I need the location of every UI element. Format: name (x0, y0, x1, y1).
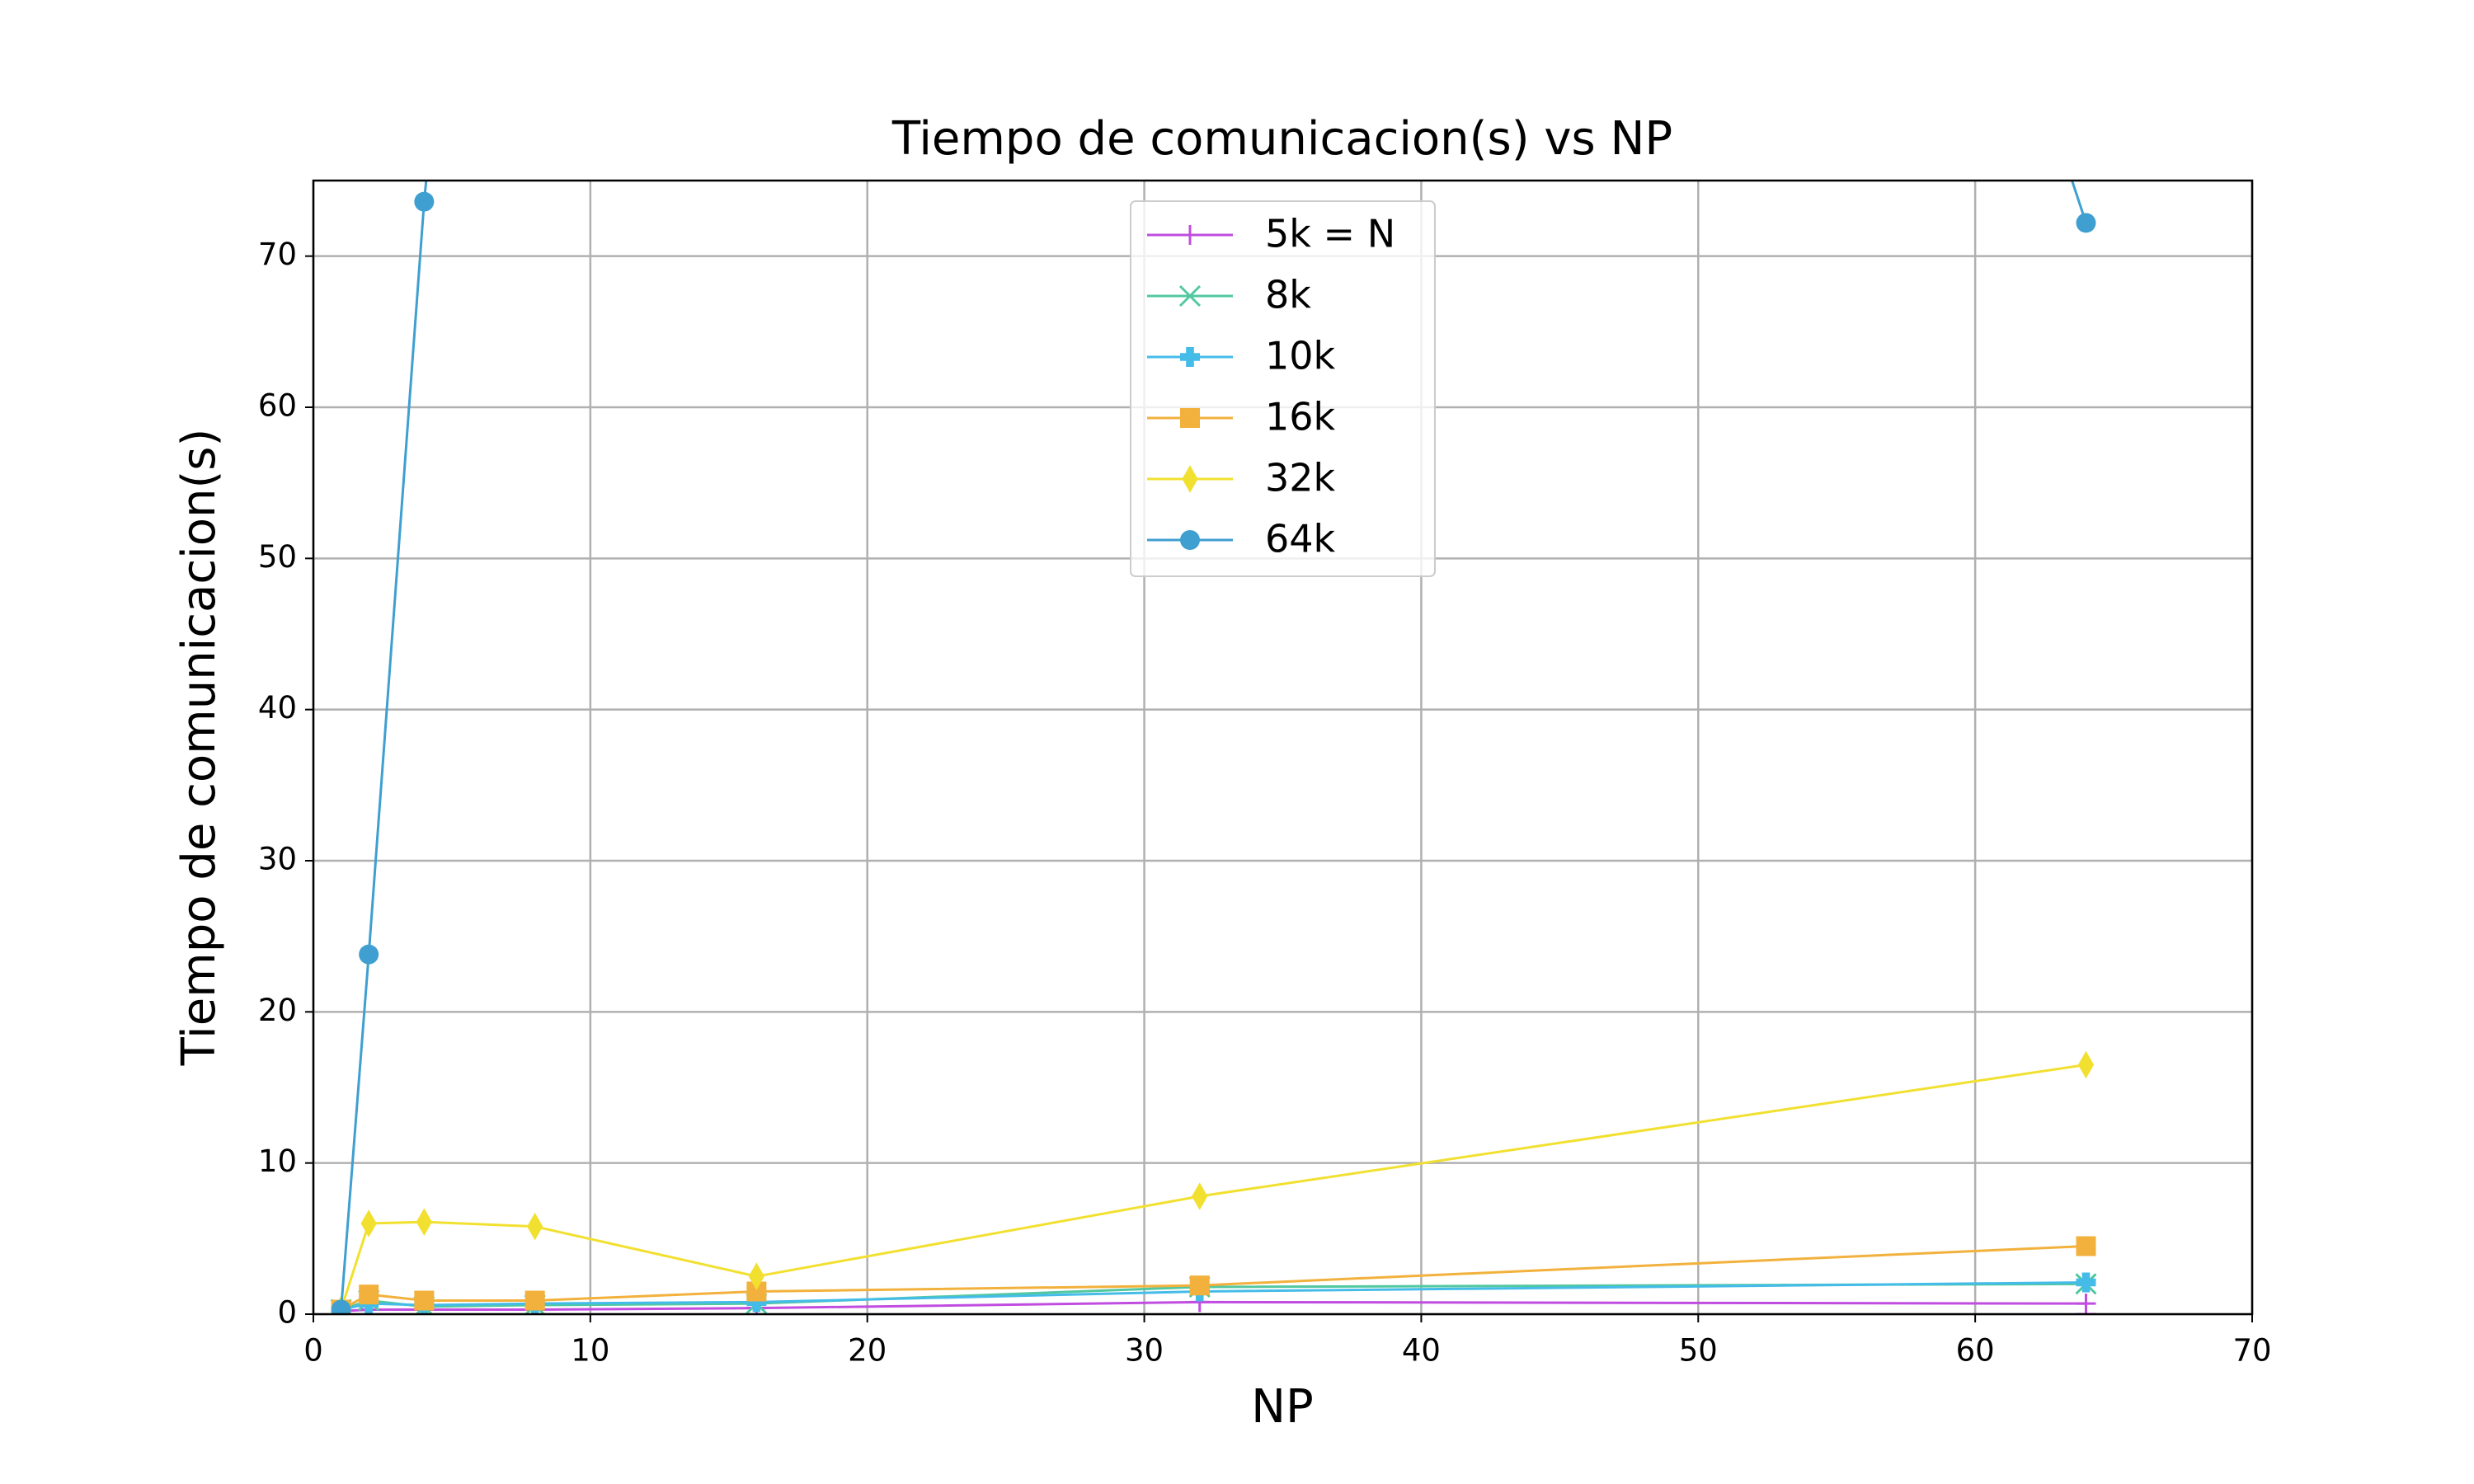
marker (359, 944, 379, 965)
x-tick-label: 60 (1956, 1333, 1995, 1369)
marker (524, 1290, 545, 1311)
legend-marker (1180, 530, 1200, 550)
marker (2076, 1304, 2096, 1314)
legend-marker (1182, 465, 1198, 493)
marker (414, 191, 435, 212)
axes-frame (312, 179, 2254, 1316)
legend-marker (1180, 408, 1200, 428)
x-tick-label: 20 (848, 1333, 887, 1369)
series-line (340, 1245, 2086, 1311)
legend-label: 10k (1265, 334, 1336, 378)
legend-marker (1178, 284, 1202, 308)
y-axis-label: Tiempo de comunicacion(s) (172, 429, 226, 1067)
y-tick-label: 40 (258, 690, 297, 726)
x-axis-label: NP (1251, 1380, 1314, 1434)
y-tick-label: 20 (258, 993, 297, 1028)
legend-label: 8k (1265, 273, 1311, 317)
x-tick-label: 70 (2232, 1333, 2271, 1369)
chart-title: Tiempo de comunicacion(s) vs NP (891, 112, 1672, 166)
y-tick-label: 10 (258, 1144, 297, 1179)
y-tick-label: 60 (258, 388, 297, 424)
legend-label: 16k (1265, 395, 1336, 439)
marker (1189, 1275, 1210, 1296)
marker (2076, 213, 2096, 233)
legend-label: 5k = N (1265, 212, 1395, 256)
marker (746, 1292, 767, 1313)
legend: 5k = N 8k 10k 16k 32k 64k (1130, 200, 1436, 577)
marker (359, 1284, 379, 1305)
marker (331, 1299, 351, 1314)
legend-marker (1180, 225, 1200, 245)
marker (360, 1209, 377, 1237)
marker (748, 1262, 764, 1290)
y-tick-label: 70 (258, 237, 297, 272)
series-line (340, 181, 2087, 1310)
legend-label: 32k (1265, 456, 1336, 500)
x-tick-label: 30 (1125, 1333, 1164, 1369)
legend-label: 64k (1265, 517, 1336, 561)
marker (2077, 1050, 2095, 1079)
series-line (340, 1064, 2086, 1310)
marker (1192, 1182, 1208, 1210)
marker (2076, 1272, 2096, 1293)
marker (414, 1290, 435, 1311)
marker (527, 1212, 543, 1241)
y-tick-label: 50 (258, 539, 297, 575)
y-tick-label: 0 (277, 1295, 297, 1331)
legend-marker (1180, 347, 1200, 367)
x-tick-label: 0 (303, 1333, 323, 1369)
plot-area (330, 181, 2097, 1314)
marker (416, 1208, 432, 1236)
x-tick-label: 50 (1679, 1333, 1718, 1369)
marker (2076, 1236, 2096, 1256)
y-tick-label: 30 (258, 842, 297, 877)
ticks: 0 10 20 30 40 50 60 70 0 10 20 30 40 50 60 70 (258, 237, 2272, 1368)
x-tick-label: 10 (571, 1333, 609, 1369)
x-tick-label: 40 (1402, 1333, 1441, 1369)
